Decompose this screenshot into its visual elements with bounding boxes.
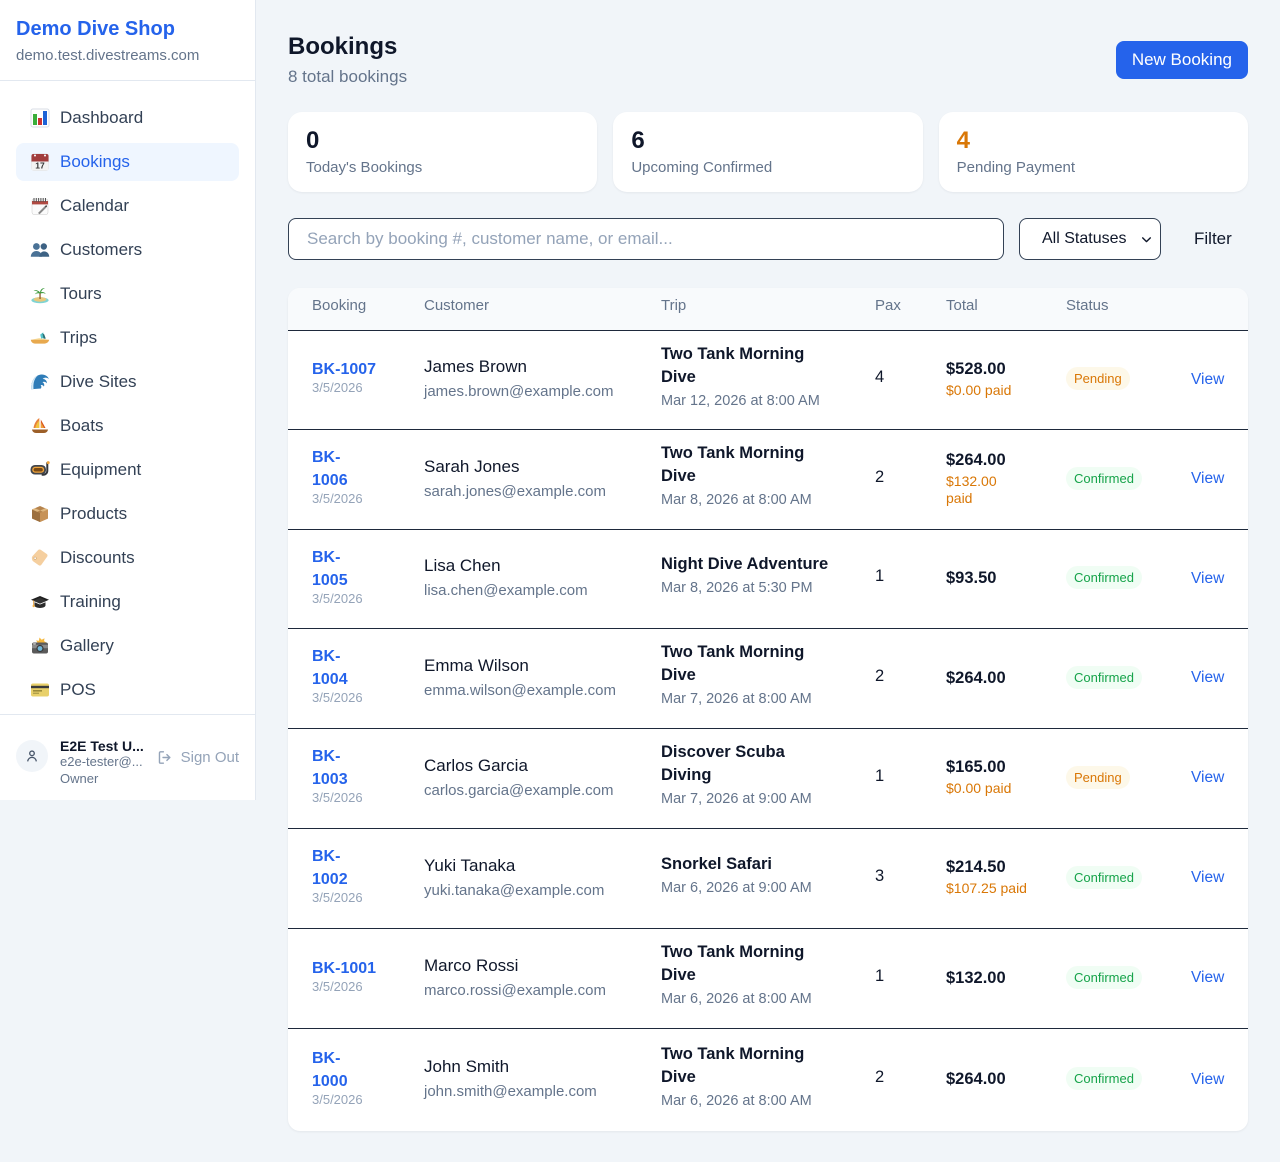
svg-text:17: 17	[35, 161, 45, 171]
